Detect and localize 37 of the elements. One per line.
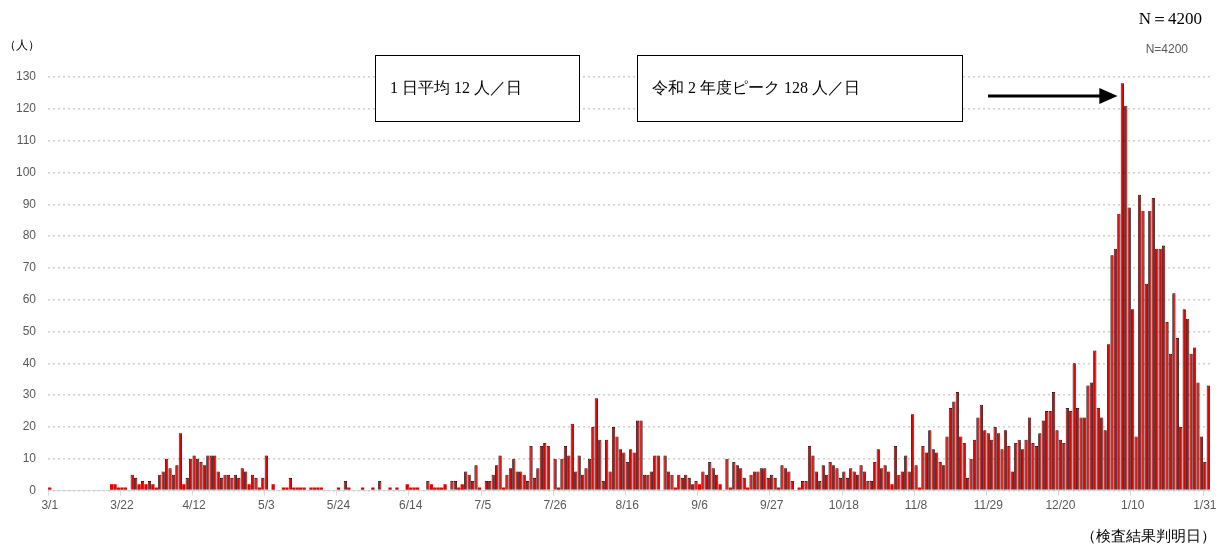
x-tick-label: 9/27: [759, 498, 784, 513]
x-tick-label: 1/31: [1193, 498, 1217, 513]
x-tick-label: 4/12: [182, 498, 207, 513]
text-box: 令和 2 年度ピーク 128 人／日: [637, 55, 963, 122]
x-tick-label: 3/1: [41, 498, 59, 513]
x-axis-title: （検査結果判明日）: [1081, 527, 1216, 544]
y-tick-label: 50: [22, 323, 37, 338]
x-tick-label: 1/10: [1120, 498, 1145, 513]
y-tick-label: 10: [22, 451, 37, 466]
y-tick-label: 130: [15, 69, 37, 84]
y-tick-label: 0: [29, 482, 37, 497]
text: N＝4200: [1138, 9, 1202, 29]
x-tick-label: 11/29: [973, 498, 1004, 513]
y-tick-label: 120: [15, 101, 37, 116]
y-tick-label: 30: [22, 387, 37, 402]
y-tick-label: 100: [15, 164, 37, 179]
x-tick-label: 11/8: [904, 498, 928, 513]
x-tick-label: 5/3: [257, 498, 275, 513]
y-axis-title: （人）: [4, 38, 40, 53]
y-tick-label: 20: [22, 419, 37, 434]
text-box: 1 日平均 12 人／日: [375, 55, 580, 122]
x-tick-label: 12/20: [1045, 498, 1076, 513]
x-tick-label: 9/6: [691, 498, 709, 513]
y-tick-label: 40: [22, 355, 37, 370]
x-tick-label: 10/18: [828, 498, 860, 513]
x-tick-label: 7/26: [543, 498, 568, 513]
y-tick-label: 90: [22, 196, 37, 211]
x-tick-label: 7/5: [474, 498, 492, 513]
y-tick-label: 60: [22, 292, 37, 307]
text: N=4200: [1145, 42, 1189, 57]
x-tick-label: 8/16: [615, 498, 640, 513]
x-tick-label: 3/22: [110, 498, 134, 513]
y-tick-label: 80: [22, 228, 37, 243]
y-tick-label: 70: [22, 260, 37, 275]
x-tick-label: 5/24: [326, 498, 351, 513]
x-tick-label: 6/14: [399, 498, 423, 513]
y-tick-label: 110: [16, 132, 37, 147]
